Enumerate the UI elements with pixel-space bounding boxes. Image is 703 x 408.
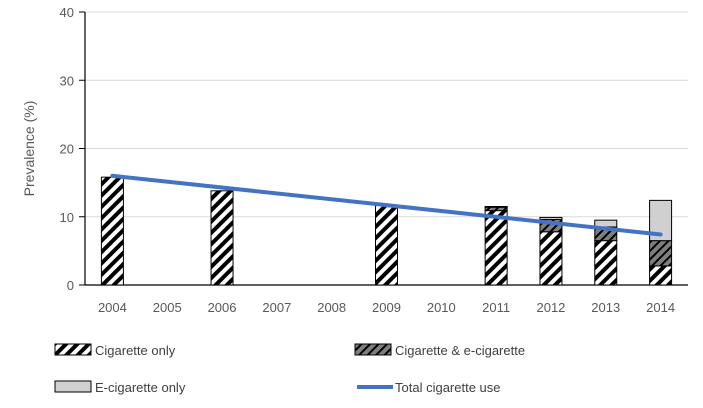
x-tick-label: 2007 — [262, 300, 291, 315]
bar-cigarette-e-cigarette-2014 — [649, 240, 673, 267]
x-tick-label: 2005 — [153, 300, 182, 315]
bar-cigarette-e-cigarette-2011 — [484, 206, 508, 212]
x-tick-label: 2013 — [591, 300, 620, 315]
y-tick-label: 30 — [60, 73, 74, 88]
y-tick-label: 20 — [60, 142, 74, 157]
x-tick-label: 2012 — [536, 300, 565, 315]
legend-swatch — [54, 343, 92, 356]
legend-label: Total cigarette use — [395, 380, 501, 395]
legend-item: Cigarette & e-cigarette — [354, 343, 525, 358]
legend-item: E-cigarette only — [54, 380, 186, 395]
legend-label: Cigarette & e-cigarette — [395, 343, 525, 358]
bar-cigarette-only-2013 — [594, 240, 618, 286]
x-tick-label: 2004 — [98, 300, 127, 315]
bar-cigarette-only-2014 — [649, 265, 673, 286]
legend-item: Cigarette only — [54, 343, 176, 358]
legend-swatch — [354, 343, 392, 356]
y-axis-title: Prevalence (%) — [21, 101, 37, 197]
series-line-total-cigarette-use — [110, 173, 663, 237]
bar-cigarette-only-2006 — [210, 190, 234, 286]
x-tick-label: 2010 — [427, 300, 456, 315]
x-tick-label: 2011 — [482, 300, 510, 315]
x-tick-label: 2014 — [646, 300, 675, 315]
legend-label: Cigarette only — [95, 343, 176, 358]
y-tick-label: 0 — [67, 278, 74, 293]
bar-e-cigarette-only-2012 — [539, 216, 563, 220]
bar-e-cigarette-only-2014 — [649, 199, 673, 242]
legend: Cigarette only Cigarette & e-cigarette E-c… — [54, 343, 525, 395]
bar-cigarette-only-2009 — [375, 204, 398, 286]
x-tick-label: 2008 — [317, 300, 346, 315]
y-tick-label: 10 — [60, 210, 74, 225]
legend-label: E-cigarette only — [95, 380, 186, 395]
bar-cigarette-only-2011 — [484, 210, 508, 286]
bar-cigarette-only-2012 — [539, 231, 563, 286]
x-tick-label: 2006 — [208, 300, 237, 315]
legend-swatch — [54, 380, 92, 393]
bar-e-cigarette-only-2011 — [484, 206, 508, 208]
bar-cigarette-only-2004 — [100, 176, 124, 286]
y-tick-label: 40 — [60, 5, 74, 20]
x-tick-label: 2009 — [372, 300, 401, 315]
legend-item: Total cigarette use — [357, 380, 501, 395]
